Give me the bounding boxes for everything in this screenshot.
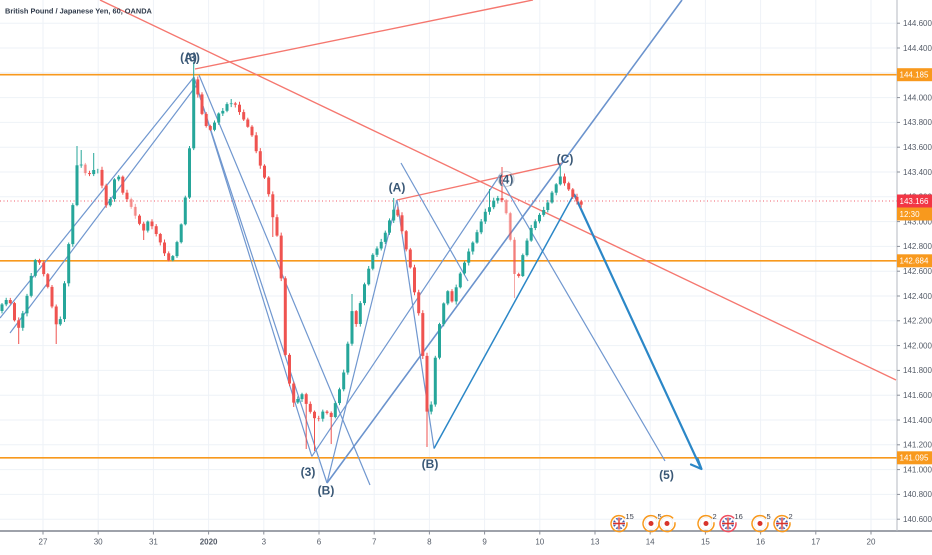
svg-text:3: 3 [262,538,267,547]
svg-text:142.400: 142.400 [903,292,932,301]
svg-text:141.600: 141.600 [903,391,932,400]
svg-text:140.600: 140.600 [903,515,932,524]
svg-text:141.000: 141.000 [903,465,932,474]
svg-text:17: 17 [811,538,820,547]
svg-text:144.000: 144.000 [903,93,932,102]
svg-text:15: 15 [701,538,710,547]
svg-text:12:30: 12:30 [900,210,921,219]
svg-text:141.400: 141.400 [903,416,932,425]
svg-text:(3): (3) [301,465,316,479]
svg-text:16: 16 [735,512,743,521]
svg-text:142.800: 142.800 [903,242,932,251]
svg-text:31: 31 [149,538,158,547]
svg-text:144.400: 144.400 [903,44,932,53]
svg-text:(B): (B) [422,457,439,471]
svg-text:(5): (5) [659,468,674,482]
svg-text:15: 15 [626,512,634,521]
svg-text:144.600: 144.600 [903,19,932,28]
svg-text:(3): (3) [185,50,200,64]
svg-text:2: 2 [789,512,793,521]
svg-text:141.800: 141.800 [903,366,932,375]
svg-text:144.185: 144.185 [900,71,929,80]
svg-text:142.684: 142.684 [900,257,929,266]
svg-text:143.400: 143.400 [903,168,932,177]
svg-text:14: 14 [646,538,655,547]
svg-text:(A): (A) [389,180,406,194]
svg-text:143.166: 143.166 [900,197,929,206]
svg-text:(C): (C) [557,152,574,166]
svg-text:10: 10 [535,538,544,547]
svg-text:7: 7 [372,538,377,547]
svg-text:13: 13 [591,538,600,547]
svg-text:9: 9 [482,538,487,547]
svg-text:142.000: 142.000 [903,341,932,350]
svg-text:142.200: 142.200 [903,317,932,326]
svg-text:8: 8 [427,538,432,547]
svg-text:30: 30 [94,538,103,547]
svg-text:2: 2 [713,512,717,521]
svg-text:6: 6 [317,538,322,547]
svg-text:5: 5 [767,512,771,521]
svg-text:141.095: 141.095 [900,454,929,463]
svg-text:(B): (B) [318,483,335,497]
svg-text:20: 20 [867,538,876,547]
svg-text:143.800: 143.800 [903,118,932,127]
svg-text:27: 27 [39,538,48,547]
svg-text:140.800: 140.800 [903,490,932,499]
svg-text:141.200: 141.200 [903,441,932,450]
svg-text:16: 16 [756,538,765,547]
svg-text:143.600: 143.600 [903,143,932,152]
svg-text:British Pound / Japanese Yen,: British Pound / Japanese Yen, 60, OANDA [5,7,153,16]
svg-text:142.600: 142.600 [903,267,932,276]
svg-text:2020: 2020 [200,538,218,547]
